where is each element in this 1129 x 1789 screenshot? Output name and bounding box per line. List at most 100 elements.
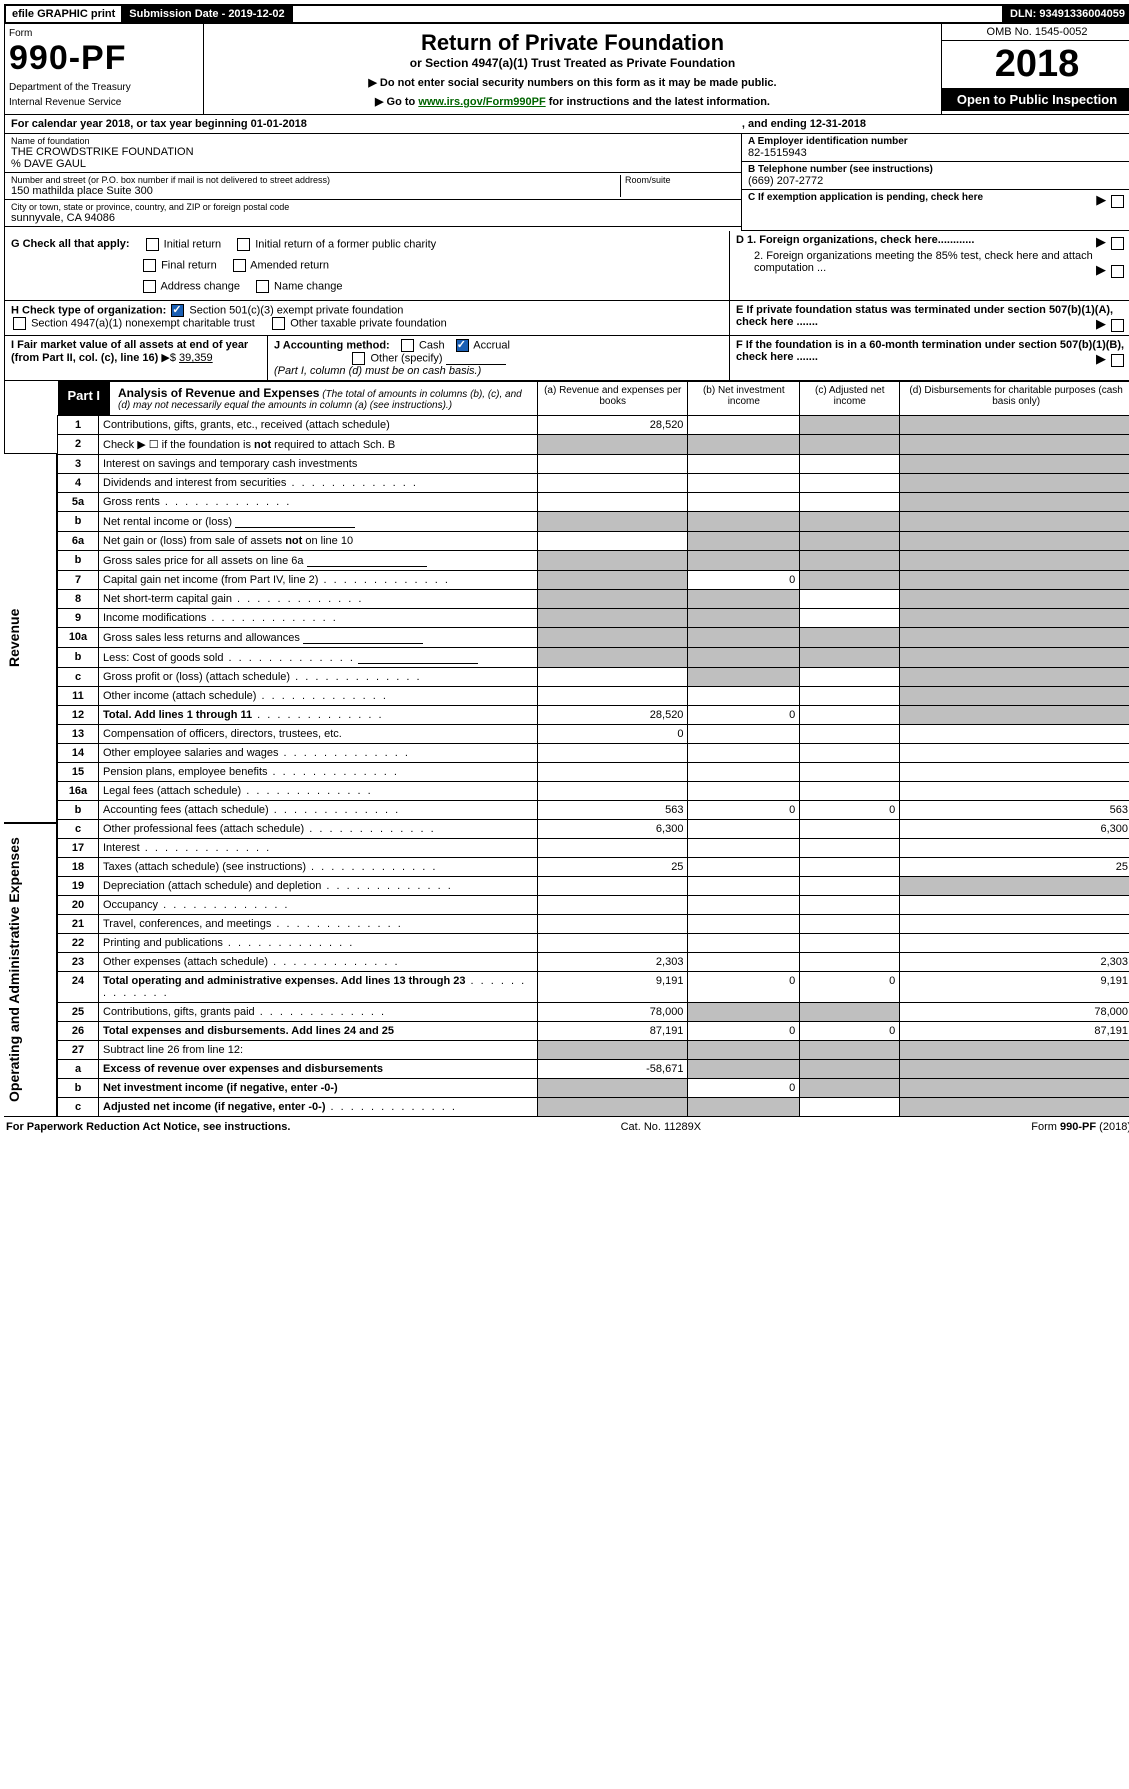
- goto-note: ▶ Go to www.irs.gov/Form990PF for instru…: [210, 95, 935, 108]
- line-description: Contributions, gifts, grants paid: [99, 1003, 538, 1022]
- value-cell: 563: [900, 801, 1129, 820]
- value-cell: 0: [800, 972, 900, 1003]
- value-cell: [688, 858, 800, 877]
- value-cell: [800, 725, 900, 744]
- value-cell: [900, 934, 1129, 953]
- value-cell: 563: [538, 801, 688, 820]
- e-checkbox[interactable]: [1111, 319, 1124, 332]
- g-initial-former-checkbox[interactable]: [237, 238, 250, 251]
- line-description: Capital gain net income (from Part IV, l…: [99, 571, 538, 590]
- d1-label: D 1. Foreign organizations, check here..…: [736, 234, 974, 246]
- value-cell: [800, 858, 900, 877]
- line-description: Less: Cost of goods sold: [99, 648, 538, 668]
- line-number: 13: [58, 725, 99, 744]
- ein-cell: A Employer identification number 82-1515…: [742, 134, 1129, 162]
- g-opt-initial-former: Initial return of a former public charit…: [235, 238, 436, 251]
- value-cell: [688, 1041, 800, 1060]
- value-cell: [900, 1041, 1129, 1060]
- top-bar: efile GRAPHIC print Submission Date - 20…: [4, 4, 1129, 24]
- value-cell: [688, 628, 800, 648]
- table-row: 21Travel, conferences, and meetings: [58, 915, 1129, 934]
- value-cell: 0: [688, 1022, 800, 1041]
- value-cell: [538, 896, 688, 915]
- value-cell: [688, 725, 800, 744]
- value-cell: [688, 1060, 800, 1079]
- value-cell: [900, 609, 1129, 628]
- g-initial-checkbox[interactable]: [146, 238, 159, 251]
- line-number: c: [58, 820, 99, 839]
- form-header: Form 990-PF Department of the Treasury I…: [4, 24, 1129, 115]
- irs-label: Internal Revenue Service: [9, 97, 199, 108]
- value-cell: 25: [900, 858, 1129, 877]
- h-4947-checkbox[interactable]: [13, 317, 26, 330]
- line-number: 27: [58, 1041, 99, 1060]
- value-cell: [688, 1098, 800, 1117]
- j-cash-checkbox[interactable]: [401, 339, 414, 352]
- value-cell: [538, 934, 688, 953]
- g-name-checkbox[interactable]: [256, 280, 269, 293]
- value-cell: [538, 763, 688, 782]
- header-right know�: OMB No. 1545-0052 2018 Open to Public In…: [941, 24, 1129, 114]
- line-number: 14: [58, 744, 99, 763]
- value-cell: [800, 416, 900, 435]
- value-cell: [538, 877, 688, 896]
- value-cell: [538, 668, 688, 687]
- value-cell: [538, 455, 688, 474]
- value-cell: [800, 1098, 900, 1117]
- table-row: 5aGross rents: [58, 493, 1129, 512]
- value-cell: [538, 571, 688, 590]
- value-cell: [900, 628, 1129, 648]
- value-cell: [538, 512, 688, 532]
- g-final-checkbox[interactable]: [143, 259, 156, 272]
- f-checkbox[interactable]: [1111, 354, 1124, 367]
- line-description: Pension plans, employee benefits: [99, 763, 538, 782]
- form-instructions-link[interactable]: www.irs.gov/Form990PF: [418, 96, 545, 108]
- j-accrual-checkbox[interactable]: [456, 339, 469, 352]
- value-cell: [800, 1060, 900, 1079]
- j-note: (Part I, column (d) must be on cash basi…: [274, 365, 481, 377]
- value-cell: [800, 1079, 900, 1098]
- g-address-checkbox[interactable]: [143, 280, 156, 293]
- g-amended-checkbox[interactable]: [233, 259, 246, 272]
- part1-tab: Part I: [58, 382, 111, 415]
- table-row: 27Subtract line 26 from line 12:: [58, 1041, 1129, 1060]
- footer: For Paperwork Reduction Act Notice, see …: [4, 1117, 1129, 1137]
- line-number: 5a: [58, 493, 99, 512]
- h-other-checkbox[interactable]: [272, 317, 285, 330]
- value-cell: [900, 493, 1129, 512]
- value-cell: [688, 782, 800, 801]
- value-cell: [900, 915, 1129, 934]
- row-h-e: H Check type of organization: Section 50…: [4, 301, 1129, 336]
- value-cell: [688, 839, 800, 858]
- line-description: Taxes (attach schedule) (see instruction…: [99, 858, 538, 877]
- c-checkbox[interactable]: [1111, 195, 1124, 208]
- value-cell: [688, 512, 800, 532]
- paperwork-notice: For Paperwork Reduction Act Notice, see …: [6, 1121, 290, 1133]
- j-other-checkbox[interactable]: [352, 352, 365, 365]
- line-number: 1: [58, 416, 99, 435]
- col-d-header: (d) Disbursements for charitable purpose…: [900, 382, 1129, 416]
- line-number: 25: [58, 1003, 99, 1022]
- value-cell: 78,000: [900, 1003, 1129, 1022]
- value-cell: [688, 877, 800, 896]
- h-501c3-checkbox[interactable]: [171, 304, 184, 317]
- value-cell: [800, 628, 900, 648]
- value-cell: [800, 763, 900, 782]
- value-cell: [800, 532, 900, 551]
- d2-checkbox[interactable]: [1111, 265, 1124, 278]
- h-other-label: Other taxable private foundation: [290, 317, 447, 329]
- open-to-public: Open to Public Inspection: [942, 88, 1129, 111]
- g-lead: G Check all that apply:: [11, 238, 130, 251]
- value-cell: [538, 551, 688, 571]
- value-cell: [688, 668, 800, 687]
- line-number: 19: [58, 877, 99, 896]
- line-description: Gross profit or (loss) (attach schedule): [99, 668, 538, 687]
- d1-checkbox[interactable]: [1111, 237, 1124, 250]
- value-cell: 0: [688, 972, 800, 1003]
- h-lead: H Check type of organization:: [11, 304, 166, 316]
- value-cell: [688, 896, 800, 915]
- value-cell: [900, 1098, 1129, 1117]
- value-cell: [900, 782, 1129, 801]
- line-number: 4: [58, 474, 99, 493]
- value-cell: 0: [688, 801, 800, 820]
